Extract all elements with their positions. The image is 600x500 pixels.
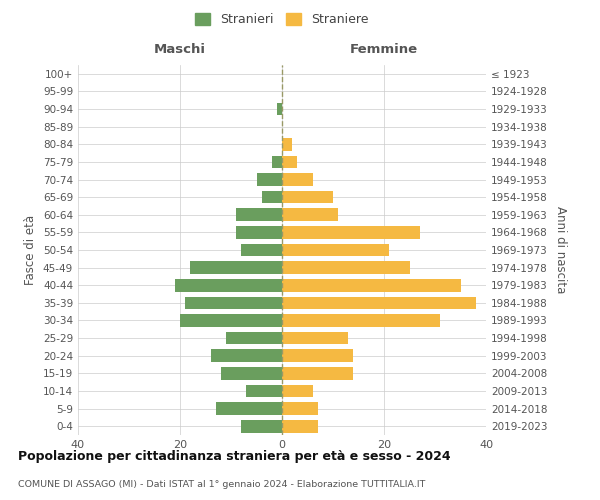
Bar [282, 226, 420, 238]
Bar [282, 402, 318, 415]
Bar [282, 138, 292, 150]
Text: Popolazione per cittadinanza straniera per età e sesso - 2024: Popolazione per cittadinanza straniera p… [18, 450, 451, 463]
Bar [221, 367, 282, 380]
Bar [185, 296, 282, 309]
Bar [247, 384, 282, 398]
Bar [282, 156, 298, 168]
Bar [257, 173, 282, 186]
Bar [262, 191, 282, 203]
Bar [241, 420, 282, 432]
Y-axis label: Anni di nascita: Anni di nascita [554, 206, 567, 294]
Bar [282, 262, 410, 274]
Bar [226, 332, 282, 344]
Bar [282, 244, 389, 256]
Bar [282, 296, 476, 309]
Y-axis label: Fasce di età: Fasce di età [25, 215, 37, 285]
Bar [211, 350, 282, 362]
Bar [282, 384, 313, 398]
Bar [175, 279, 282, 291]
Bar [277, 102, 282, 116]
Text: COMUNE DI ASSAGO (MI) - Dati ISTAT al 1° gennaio 2024 - Elaborazione TUTTITALIA.: COMUNE DI ASSAGO (MI) - Dati ISTAT al 1°… [18, 480, 425, 489]
Bar [190, 262, 282, 274]
Text: Maschi: Maschi [154, 43, 206, 56]
Bar [282, 332, 349, 344]
Bar [236, 208, 282, 221]
Bar [282, 191, 333, 203]
Bar [282, 420, 318, 432]
Bar [180, 314, 282, 327]
Bar [216, 402, 282, 415]
Bar [282, 367, 353, 380]
Bar [282, 314, 440, 327]
Bar [272, 156, 282, 168]
Bar [236, 226, 282, 238]
Bar [282, 173, 313, 186]
Bar [282, 350, 353, 362]
Bar [241, 244, 282, 256]
Bar [282, 279, 461, 291]
Text: Femmine: Femmine [350, 43, 418, 56]
Bar [282, 208, 338, 221]
Legend: Stranieri, Straniere: Stranieri, Straniere [190, 8, 374, 32]
